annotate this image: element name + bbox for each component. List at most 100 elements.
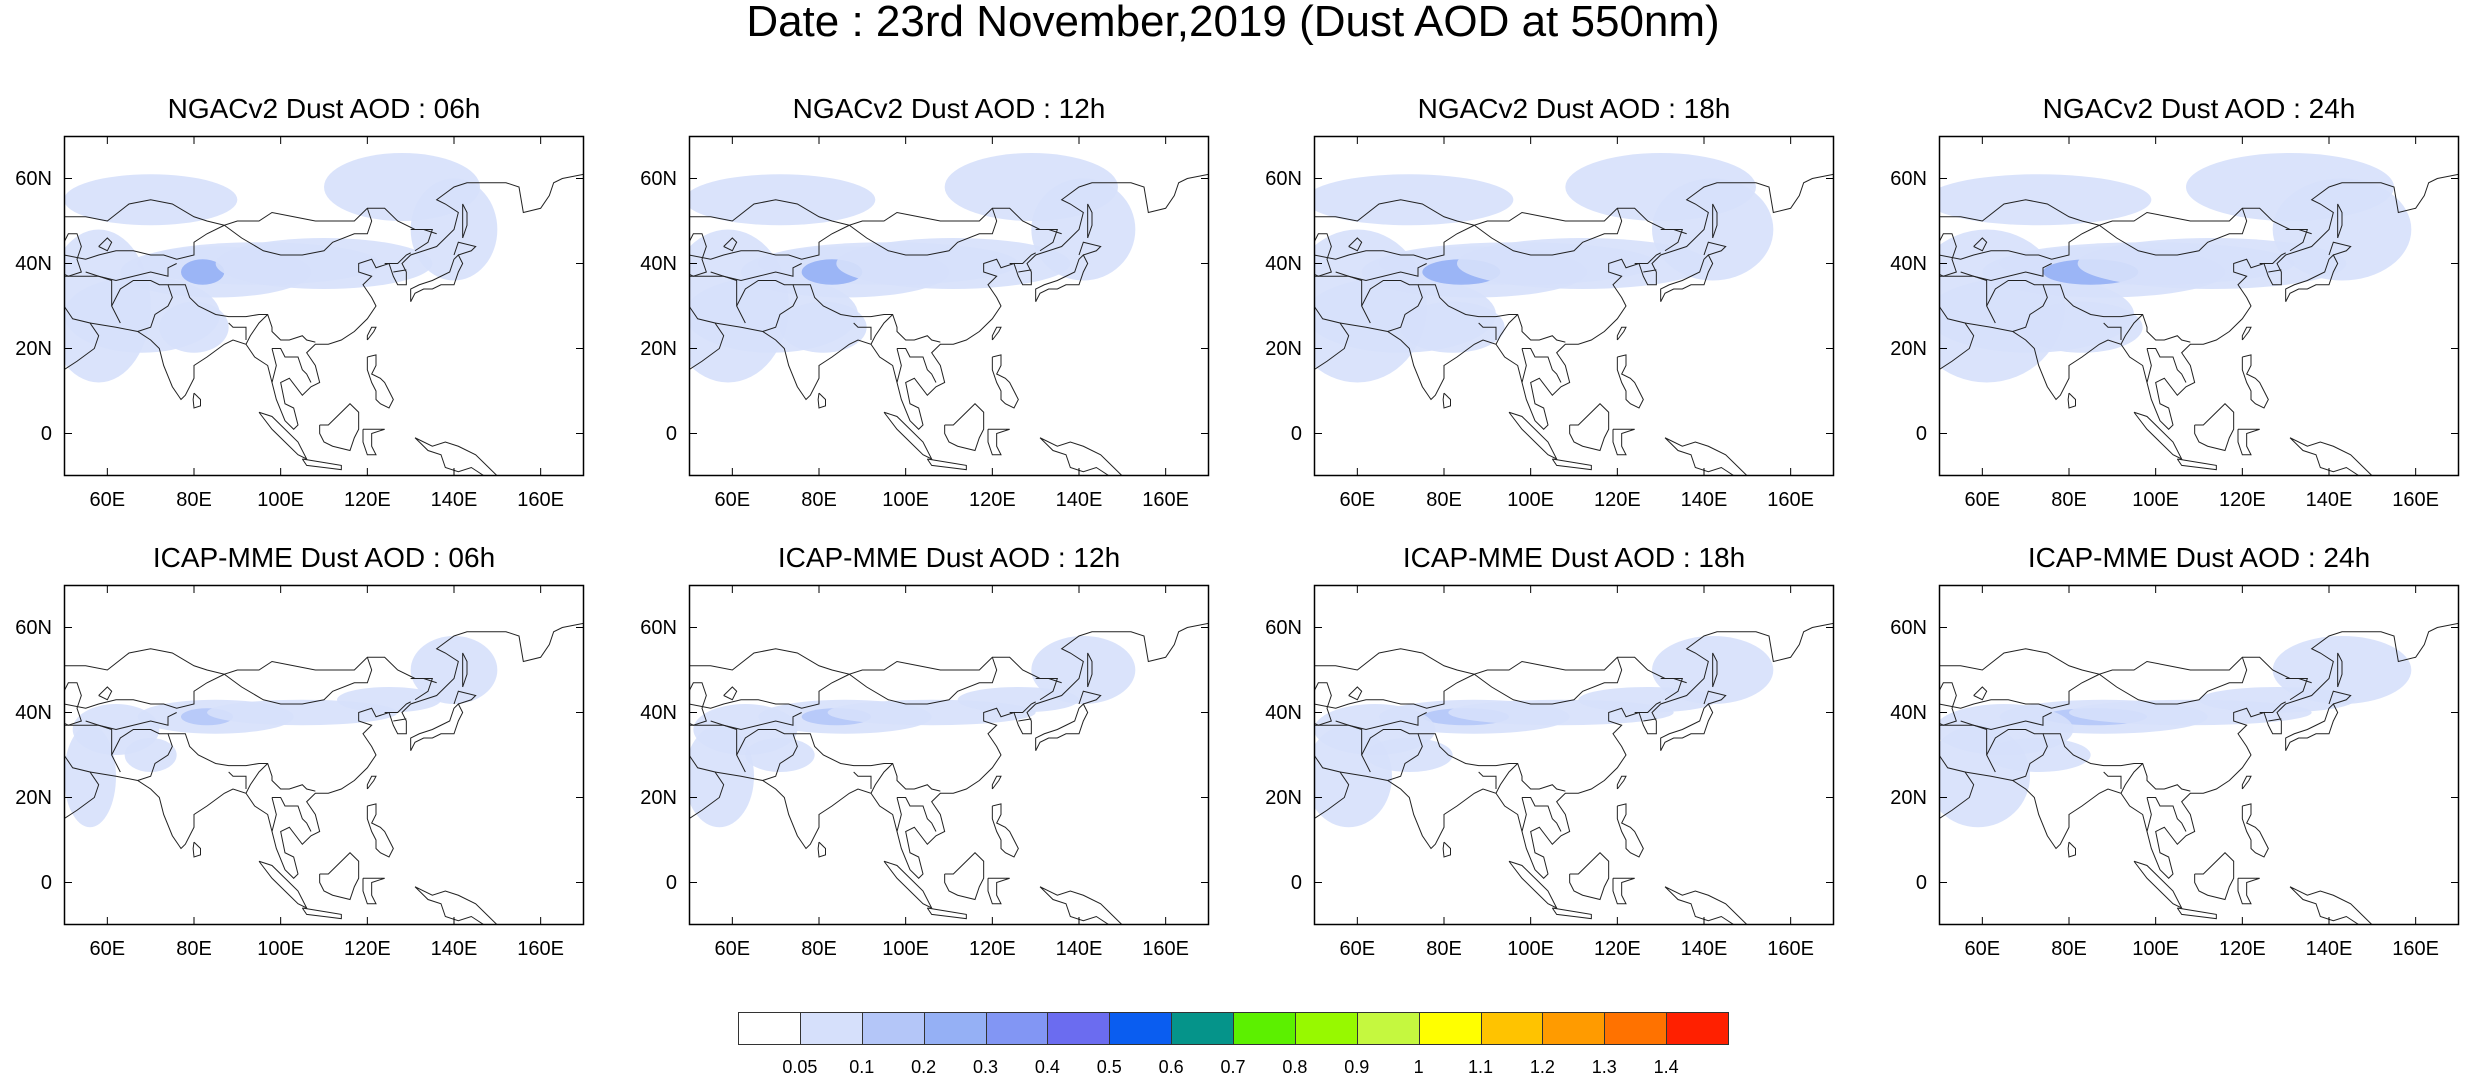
coastline bbox=[1314, 682, 1332, 726]
dust-region bbox=[689, 725, 754, 828]
colorbar-swatch bbox=[1604, 1012, 1668, 1045]
coastline bbox=[689, 199, 1059, 252]
x-tick-label: 160E bbox=[2392, 938, 2440, 960]
colorbar-label: 1.2 bbox=[1529, 1057, 1555, 1077]
coastline bbox=[1612, 428, 1635, 456]
coastline bbox=[1939, 233, 1957, 277]
colorbar-label: 0.1 bbox=[849, 1057, 875, 1077]
map-canvas bbox=[1938, 584, 2460, 926]
y-tick-label: 0 bbox=[665, 871, 677, 894]
dust-region bbox=[1457, 238, 1709, 289]
coastline bbox=[689, 673, 850, 709]
colorbar-swatch bbox=[923, 1012, 987, 1045]
coastline bbox=[2067, 841, 2076, 858]
dust-region bbox=[1314, 725, 1392, 828]
coastline bbox=[2268, 718, 2282, 722]
colorbar-label: 1.4 bbox=[1653, 1057, 1679, 1077]
coastline bbox=[689, 754, 725, 832]
coastline bbox=[2133, 860, 2183, 910]
coastline bbox=[2120, 314, 2144, 345]
y-tick-label: 20N bbox=[15, 337, 52, 360]
coastline bbox=[1314, 724, 1371, 773]
coastline bbox=[991, 354, 1019, 409]
x-tick-label: 100E bbox=[1507, 938, 1555, 960]
coastline bbox=[1314, 305, 1350, 383]
map-canvas bbox=[63, 135, 585, 477]
coastline bbox=[2103, 322, 2122, 340]
dust-region bbox=[1031, 636, 1136, 704]
x-tick-label: 120E bbox=[2218, 938, 2266, 960]
coastline bbox=[1939, 754, 1975, 832]
coastline bbox=[1495, 314, 1519, 345]
panel-title: ICAP-MME Dust AOD : 06h bbox=[152, 542, 496, 573]
map-frame bbox=[1313, 135, 1835, 477]
coastline bbox=[2259, 252, 2286, 264]
coastline bbox=[1660, 229, 1687, 235]
colorbar-swatch bbox=[1356, 1012, 1420, 1045]
coastline bbox=[1551, 458, 1592, 471]
colorbar-label: 1 bbox=[1413, 1057, 1424, 1077]
coastline bbox=[272, 348, 312, 383]
coastline bbox=[1478, 771, 1497, 789]
dust-region bbox=[836, 238, 1071, 289]
coastline bbox=[817, 841, 826, 858]
y-tick-label: 20N bbox=[15, 786, 52, 809]
dust-region bbox=[745, 738, 815, 772]
coastline bbox=[2120, 763, 2144, 794]
coastline bbox=[870, 763, 894, 794]
colorbar-label: 0.6 bbox=[1158, 1057, 1184, 1077]
x-tick-label: 120E bbox=[1593, 938, 1641, 960]
panel-title: ICAP-MME Dust AOD : 12h bbox=[777, 542, 1121, 573]
x-tick-label: 140E bbox=[2305, 489, 2353, 511]
page-title: Date : 23rd November,2019 (Dust AOD at 5… bbox=[746, 0, 1720, 46]
x-tick-label: 60E bbox=[1339, 938, 1376, 960]
colorbar-swatch bbox=[1542, 1012, 1606, 1045]
coastline bbox=[2099, 657, 2248, 705]
dust-region bbox=[1031, 178, 1136, 281]
coastline bbox=[1314, 648, 1684, 701]
coastline bbox=[689, 305, 725, 383]
coastline bbox=[1339, 173, 1834, 430]
coastline bbox=[1035, 254, 1089, 302]
coastline bbox=[1314, 754, 1350, 832]
coastline bbox=[1712, 652, 1718, 688]
coastline bbox=[272, 797, 312, 832]
coastline bbox=[1964, 622, 2459, 879]
colorbar-swatch bbox=[1294, 1012, 1358, 1045]
coastline bbox=[319, 403, 360, 452]
coastline bbox=[89, 622, 584, 879]
x-tick-label: 80E bbox=[1426, 489, 1462, 511]
coastline bbox=[1522, 797, 1562, 832]
coastline bbox=[1314, 233, 1332, 277]
x-tick-label: 140E bbox=[1055, 489, 1103, 511]
y-tick-label: 0 bbox=[665, 422, 677, 445]
coastline bbox=[1939, 724, 1996, 773]
coastline bbox=[1418, 284, 1566, 343]
coastline bbox=[2241, 326, 2252, 341]
coastline bbox=[1703, 241, 1727, 256]
coastline bbox=[410, 254, 464, 302]
x-tick-label: 160E bbox=[1767, 938, 1815, 960]
map-frame bbox=[1938, 584, 2460, 926]
dust-region bbox=[337, 687, 441, 713]
coastline bbox=[271, 797, 277, 832]
coastline bbox=[362, 428, 385, 456]
coastline bbox=[462, 652, 468, 688]
x-tick-label: 60E bbox=[1964, 938, 2001, 960]
y-tick-label: 60N bbox=[640, 616, 677, 639]
coastline bbox=[2103, 771, 2122, 789]
coastline bbox=[689, 682, 707, 726]
dust-aod-map bbox=[1938, 584, 2460, 926]
y-tick-label: 60N bbox=[1890, 167, 1927, 190]
coastline bbox=[1474, 657, 1623, 705]
coastline bbox=[1508, 411, 1558, 461]
coastline bbox=[2285, 229, 2312, 235]
coastline bbox=[224, 208, 373, 256]
coastline bbox=[849, 208, 998, 256]
coastline bbox=[897, 348, 937, 383]
coastline bbox=[1442, 392, 1451, 409]
colorbar-label: 1.3 bbox=[1591, 1057, 1617, 1077]
coastline bbox=[98, 237, 113, 252]
coastline bbox=[2043, 733, 2191, 792]
x-tick-label: 100E bbox=[2132, 938, 2180, 960]
